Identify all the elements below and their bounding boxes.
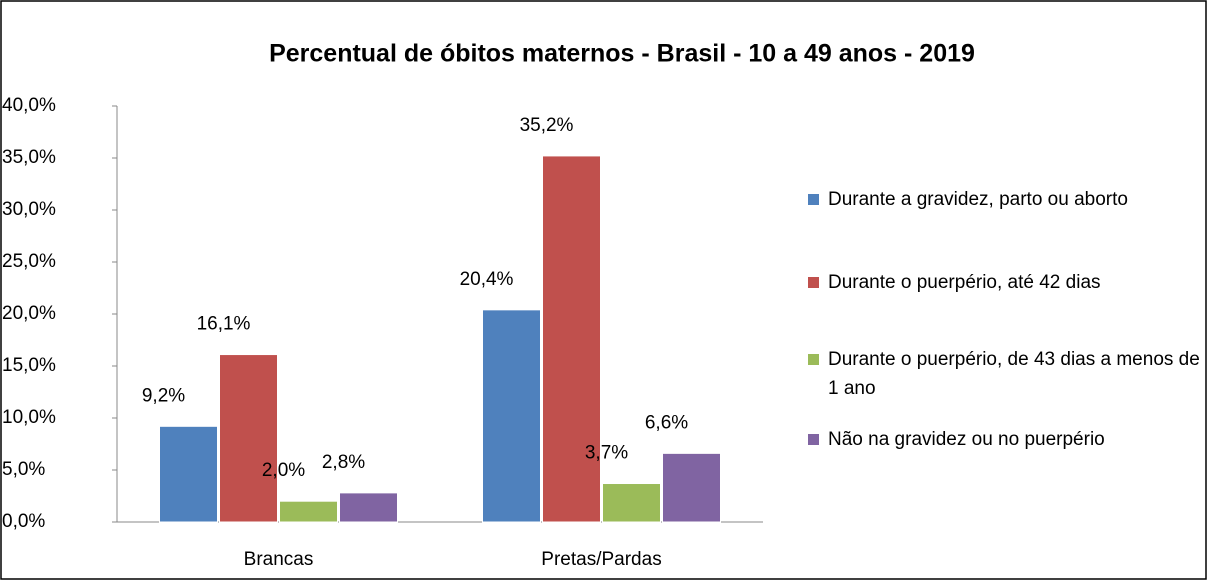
bar: [219, 354, 278, 523]
value-label: 3,7%: [585, 443, 628, 464]
legend-label: Durante o puerpério, de 43 dias a menos …: [828, 349, 1200, 399]
bar: [542, 155, 601, 523]
bar: [339, 492, 398, 523]
y-tick-label: 5,0%: [2, 459, 45, 480]
y-tick-label: 20,0%: [2, 303, 56, 324]
bar: [279, 500, 338, 523]
value-label: 20,4%: [460, 269, 514, 290]
legend-swatch: [808, 277, 819, 288]
value-label: 2,0%: [262, 460, 305, 481]
y-tick-label: 30,0%: [2, 199, 56, 220]
legend-item: Durante o puerpério, de 43 dias a menos …: [808, 345, 1207, 403]
x-tick-label: Pretas/Pardas: [541, 549, 661, 570]
legend-label: Não na gravidez ou no puerpério: [828, 429, 1105, 450]
legend-item: Durante a gravidez, parto ou aborto: [808, 185, 1207, 214]
legend-swatch: [808, 194, 819, 205]
y-tick-label: 35,0%: [2, 147, 56, 168]
legend-swatch: [808, 434, 819, 445]
x-tick-label: Brancas: [244, 549, 314, 570]
value-label: 16,1%: [197, 314, 251, 335]
legend-item: Não na gravidez ou no puerpério: [808, 425, 1207, 454]
y-tick-label: 0,0%: [2, 511, 45, 532]
legend-label: Durante o puerpério, até 42 dias: [828, 272, 1101, 293]
bar: [159, 425, 218, 523]
value-label: 9,2%: [142, 385, 185, 406]
y-tick-label: 15,0%: [2, 355, 56, 376]
y-tick-label: 25,0%: [2, 251, 56, 272]
legend-item: Durante o puerpério, até 42 dias: [808, 268, 1207, 297]
bar: [602, 483, 661, 523]
value-label: 35,2%: [520, 115, 574, 136]
legend-label: Durante a gravidez, parto ou aborto: [828, 189, 1128, 210]
value-label: 6,6%: [645, 412, 688, 433]
y-tick-label: 10,0%: [2, 407, 56, 428]
chart-title: Percentual de óbitos maternos - Brasil -…: [269, 40, 975, 68]
bar: [482, 309, 541, 523]
bar: [662, 452, 721, 523]
legend-swatch: [808, 354, 819, 365]
y-tick-label: 40,0%: [2, 95, 56, 116]
value-label: 2,8%: [322, 452, 365, 473]
